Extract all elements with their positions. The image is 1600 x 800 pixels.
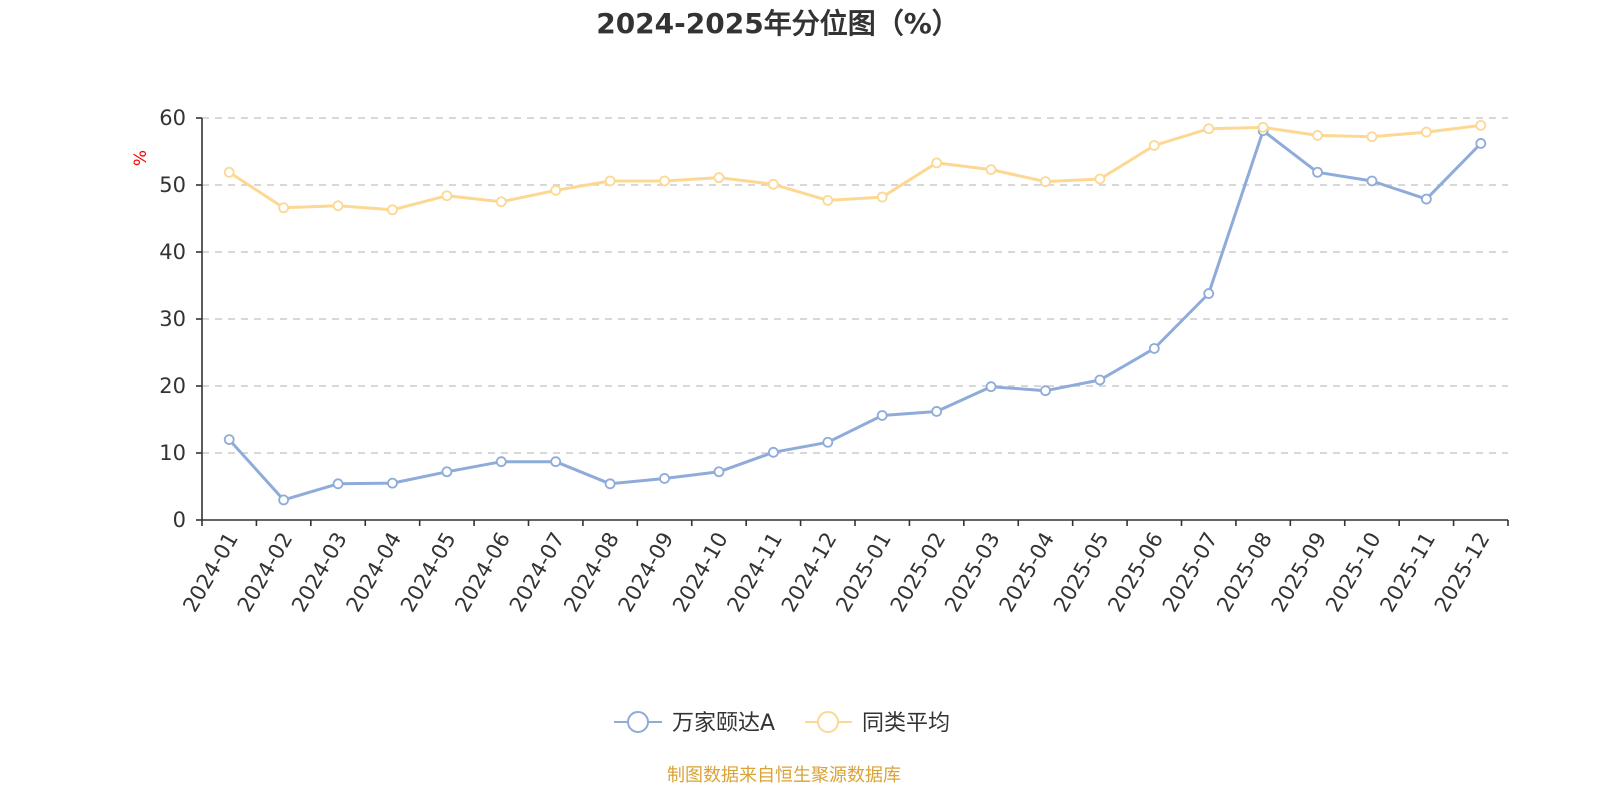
data-point-series-1[interactable] [1203, 123, 1215, 135]
data-point-series-1[interactable] [1366, 131, 1378, 143]
legend-circle-icon [817, 711, 839, 733]
data-point-series-1[interactable] [223, 166, 235, 178]
data-point-series-1[interactable] [767, 178, 779, 190]
data-point-series-0[interactable] [931, 406, 943, 417]
data-point-series-0[interactable] [876, 410, 888, 421]
y-tick-label: 60 [159, 106, 186, 130]
data-point-series-1[interactable] [278, 202, 290, 214]
data-point-series-0[interactable] [822, 436, 834, 448]
data-point-series-0[interactable] [985, 381, 997, 393]
plot-area [223, 119, 1487, 506]
data-point-series-0[interactable] [495, 456, 507, 468]
data-point-series-0[interactable] [1475, 138, 1487, 149]
legend-label: 同类平均 [862, 711, 950, 736]
y-tick-label: 50 [159, 173, 186, 197]
y-tick-label: 10 [159, 441, 186, 465]
data-point-series-1[interactable] [876, 191, 888, 203]
data-point-series-0[interactable] [223, 434, 235, 446]
y-tick-label: 30 [159, 307, 186, 331]
data-point-series-0[interactable] [1148, 343, 1160, 354]
data-point-series-1[interactable] [1148, 140, 1160, 151]
data-point-series-0[interactable] [659, 473, 670, 484]
data-point-series-1[interactable] [332, 200, 344, 212]
legend-circle-icon [627, 711, 649, 733]
legend: 万家颐达A 同类平均 [614, 711, 950, 736]
axes: 01020304050602024-012024-022024-032024-0… [159, 106, 1509, 616]
gridlines [202, 117, 1508, 454]
data-point-series-1[interactable] [822, 195, 834, 206]
data-point-series-1[interactable] [931, 157, 943, 169]
y-tick-label: 40 [159, 240, 186, 264]
y-tick-label: 0 [173, 508, 186, 532]
data-point-series-1[interactable] [659, 175, 670, 187]
data-point-series-0[interactable] [713, 466, 725, 478]
data-point-series-0[interactable] [604, 478, 616, 490]
legend-item-series-0[interactable]: 万家颐达A [614, 711, 775, 736]
data-point-series-0[interactable] [387, 477, 398, 489]
data-point-series-0[interactable] [1203, 288, 1215, 299]
data-point-series-1[interactable] [1094, 173, 1106, 185]
data-point-series-0[interactable] [767, 446, 779, 458]
data-point-series-0[interactable] [1312, 166, 1323, 178]
data-point-series-0[interactable] [1420, 193, 1432, 205]
series-line-0 [227, 129, 1483, 502]
data-source-note: 制图数据来自恒生聚源数据库 [667, 765, 901, 786]
data-point-series-1[interactable] [1040, 176, 1051, 188]
data-point-series-1[interactable] [387, 204, 398, 216]
x-tick-label: 2025-12 [1430, 528, 1495, 616]
data-point-series-0[interactable] [278, 494, 290, 506]
data-point-series-1[interactable] [1475, 119, 1487, 131]
data-point-series-1[interactable] [985, 164, 997, 175]
data-point-series-0[interactable] [332, 478, 344, 490]
legend-item-series-1[interactable]: 同类平均 [805, 711, 950, 736]
y-axis-label: % [131, 150, 151, 166]
data-point-series-0[interactable] [1040, 385, 1051, 397]
data-point-series-1[interactable] [604, 175, 616, 187]
series-line-1 [227, 123, 1483, 212]
data-point-series-1[interactable] [1257, 121, 1269, 133]
data-point-series-1[interactable] [1420, 126, 1432, 138]
y-tick-label: 20 [159, 374, 186, 398]
data-point-series-0[interactable] [1366, 175, 1378, 187]
legend-label: 万家颐达A [672, 711, 775, 736]
data-point-series-1[interactable] [441, 190, 453, 202]
data-point-series-1[interactable] [550, 184, 562, 196]
data-point-series-0[interactable] [441, 466, 453, 478]
data-point-series-0[interactable] [550, 456, 562, 468]
data-point-series-1[interactable] [495, 196, 507, 208]
data-point-series-1[interactable] [1312, 130, 1323, 141]
chart-title: 2024-2025年分位图（%） [596, 7, 960, 40]
data-point-series-1[interactable] [713, 172, 725, 184]
data-point-series-0[interactable] [1094, 374, 1106, 386]
